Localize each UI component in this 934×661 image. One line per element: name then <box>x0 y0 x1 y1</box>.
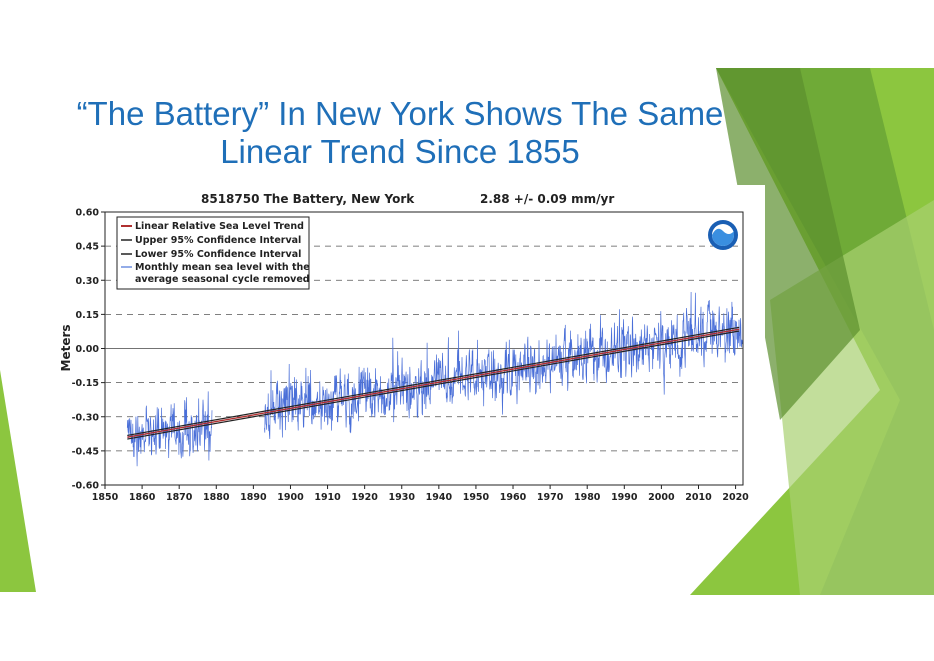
y-tick-label: -0.15 <box>72 378 99 389</box>
x-tick-label: 1930 <box>389 492 416 503</box>
x-tick-label: 1890 <box>240 492 267 503</box>
y-tick-label: 0.15 <box>76 310 99 321</box>
left-accent-shape <box>0 370 36 592</box>
x-tick-label: 1910 <box>314 492 341 503</box>
legend-label-upper: Upper 95% Confidence Interval <box>135 235 301 246</box>
x-tick-label: 1940 <box>426 492 453 503</box>
legend-box <box>116 216 310 290</box>
right-shadow-shape <box>716 68 860 420</box>
noaa-logo-wave <box>712 228 734 246</box>
x-tick-label: 2010 <box>685 492 712 503</box>
y-axis-label: Meters <box>59 324 73 371</box>
chart-panel: 8518750 The Battery, New York 2.88 +/- 0… <box>55 185 765 510</box>
y-tick-label: 0.60 <box>76 208 100 219</box>
x-tick-label: 1970 <box>537 492 564 503</box>
chart-title: 8518750 The Battery, New York <box>201 192 415 206</box>
y-tick-label: 0.00 <box>76 344 100 355</box>
y-tick-label: 0.45 <box>76 242 99 253</box>
linear-trend-line <box>127 328 740 438</box>
slide-title: “The Battery” In New York Shows The Same… <box>40 95 760 171</box>
x-axis-ticks: 1850 1860 1870 1880 1890 1900 1910 1920 1930 1940… <box>92 485 749 503</box>
x-tick-label: 1880 <box>203 492 230 503</box>
x-tick-label: 1860 <box>129 492 156 503</box>
legend-label-trend: Linear Relative Sea Level Trend <box>135 221 304 232</box>
x-tick-label: 1990 <box>611 492 638 503</box>
lower-confidence-line <box>127 330 740 440</box>
slide-title-line-1: “The Battery” In New York Shows The Same <box>76 95 724 132</box>
x-tick-label: 1960 <box>500 492 527 503</box>
y-tick-label: -0.45 <box>72 446 99 457</box>
x-tick-label: 1900 <box>277 492 304 503</box>
sea-level-chart: 8518750 The Battery, New York 2.88 +/- 0… <box>59 192 749 503</box>
y-axis-ticks: 0.60 0.45 0.30 0.15 0.00 -0.15 -0.30 -0.45 -0.60 <box>72 208 105 492</box>
legend: Linear Relative Sea Level Trend Upper 95… <box>116 216 310 290</box>
legend-label-monthly-1: Monthly mean sea level with the <box>135 262 310 273</box>
legend-label-lower: Lower 95% Confidence Interval <box>135 249 301 260</box>
x-tick-label: 2020 <box>722 492 749 503</box>
x-tick-label: 1920 <box>351 492 378 503</box>
slide-title-line-2: Linear Trend Since 1855 <box>220 133 580 170</box>
x-tick-label: 1950 <box>463 492 490 503</box>
x-tick-label: 1870 <box>166 492 193 503</box>
x-tick-label: 1850 <box>92 492 119 503</box>
y-tick-label: -0.30 <box>72 412 100 423</box>
legend-label-monthly-2: average seasonal cycle removed <box>135 274 310 285</box>
trend-lines <box>127 326 740 440</box>
y-tick-label: -0.60 <box>72 481 100 492</box>
y-tick-label: 0.30 <box>76 276 100 287</box>
noaa-logo-icon <box>708 220 738 250</box>
trend-rate-label: 2.88 +/- 0.09 mm/yr <box>480 192 614 206</box>
x-tick-label: 2000 <box>648 492 675 503</box>
upper-confidence-line <box>127 326 740 436</box>
monthly-series-line <box>264 291 743 440</box>
x-tick-label: 1980 <box>574 492 601 503</box>
